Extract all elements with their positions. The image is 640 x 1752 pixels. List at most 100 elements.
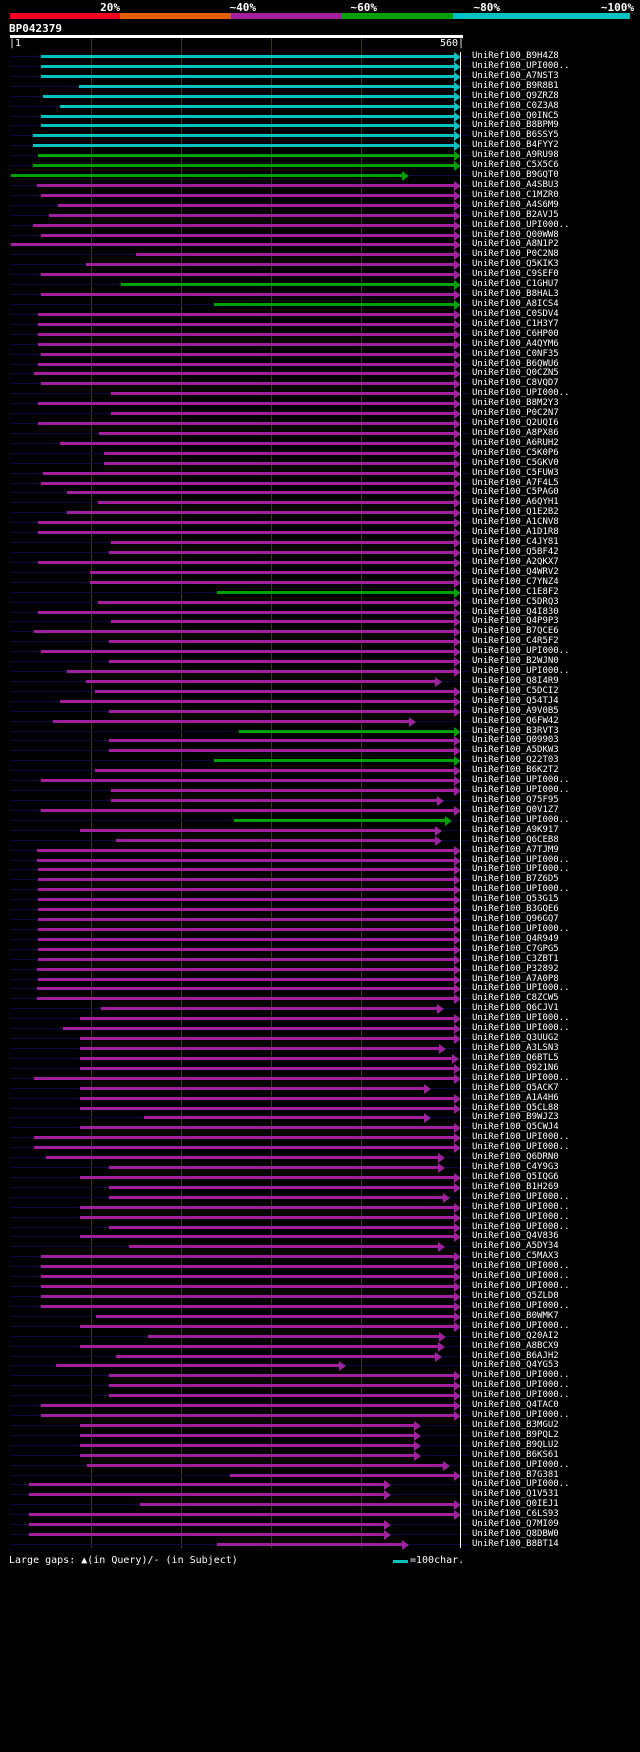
hit-row[interactable]: UniRef100_C8ZCW5 [0, 993, 640, 1005]
alignment-bar[interactable] [55, 1364, 339, 1368]
hit-row[interactable]: UniRef100_Q4WRV2 [0, 567, 640, 578]
hit-label[interactable]: UniRef100_UPI000.. [472, 1281, 570, 1292]
hit-row[interactable]: UniRef100_Q0INC5 [0, 110, 640, 122]
alignment-bar[interactable] [36, 967, 454, 971]
hit-label[interactable]: UniRef100_Q1V531 [472, 1489, 559, 1500]
hit-row[interactable]: UniRef100_Q0CZN5 [0, 368, 640, 380]
alignment-bar[interactable] [32, 164, 454, 168]
alignment-bar[interactable] [94, 769, 454, 773]
hit-row[interactable]: UniRef100_B0WMK7 [0, 1311, 640, 1322]
hit-row[interactable]: UniRef100_B6KS61 [0, 1450, 640, 1461]
hit-row[interactable]: UniRef100_UPI000.. [0, 388, 640, 400]
hit-row[interactable]: UniRef100_A4QYM6 [0, 339, 640, 350]
hit-row[interactable]: UniRef100_UPI000.. [0, 666, 640, 678]
alignment-bar[interactable] [111, 789, 454, 793]
hit-row[interactable]: UniRef100_C1GHU7 [0, 279, 640, 291]
hit-row[interactable]: UniRef100_UPI000.. [0, 1222, 640, 1233]
hit-row[interactable]: UniRef100_B6SSY5 [0, 130, 640, 142]
hit-row[interactable]: UniRef100_B8BPM9 [0, 120, 640, 132]
hit-row[interactable]: UniRef100_C5PAG0 [0, 487, 640, 499]
alignment-bar[interactable] [216, 1543, 403, 1546]
alignment-bar[interactable] [80, 1344, 438, 1348]
alignment-bar[interactable] [36, 858, 454, 862]
alignment-bar[interactable] [111, 620, 454, 624]
hit-label[interactable]: UniRef100_A5DKW3 [472, 745, 559, 756]
hit-label[interactable]: UniRef100_C0NF35 [472, 348, 559, 359]
alignment-bar[interactable] [41, 1255, 454, 1259]
alignment-bar[interactable] [34, 1146, 454, 1150]
hit-row[interactable]: UniRef100_UPI000.. [0, 1013, 640, 1025]
hit-row[interactable]: UniRef100_UPI000.. [0, 785, 640, 797]
alignment-bar[interactable] [38, 332, 454, 336]
hit-row[interactable]: UniRef100_A1A4H6 [0, 1093, 640, 1104]
hit-label[interactable]: UniRef100_C4JY81 [472, 537, 559, 548]
alignment-bar[interactable] [41, 293, 454, 297]
alignment-bar[interactable] [136, 253, 454, 257]
hit-label[interactable]: UniRef100_Q4YG53 [472, 1360, 559, 1371]
alignment-bar[interactable] [104, 461, 454, 465]
alignment-bar[interactable] [36, 997, 454, 1001]
hit-label[interactable]: UniRef100_Q8I4R9 [472, 675, 559, 686]
hit-label[interactable]: UniRef100_UPI000.. [472, 646, 570, 657]
alignment-bar[interactable] [109, 660, 454, 664]
hit-label[interactable]: UniRef100_A7A0P8 [472, 973, 559, 984]
hit-label[interactable]: UniRef100_Q6DRN0 [472, 1152, 559, 1163]
hit-row[interactable]: UniRef100_UPI000.. [0, 1271, 640, 1283]
hit-row[interactable]: UniRef100_A9V0B5 [0, 706, 640, 717]
hit-row[interactable]: UniRef100_B6QWU6 [0, 358, 640, 370]
hit-row[interactable]: UniRef100_Q6BTL5 [0, 1053, 640, 1064]
hit-row[interactable]: UniRef100_Q6CJV1 [0, 1003, 640, 1015]
alignment-bar[interactable] [80, 1205, 454, 1209]
hit-label[interactable]: UniRef100_UPI000.. [472, 785, 570, 796]
hit-row[interactable]: UniRef100_P32892 [0, 964, 640, 975]
hit-label[interactable]: UniRef100_C9SEF0 [472, 269, 559, 280]
alignment-bar[interactable] [213, 759, 454, 763]
hit-row[interactable]: UniRef100_Q96GQ7 [0, 914, 640, 926]
hit-row[interactable]: UniRef100_B6K2T2 [0, 765, 640, 777]
hit-row[interactable]: UniRef100_Q53G15 [0, 894, 640, 906]
hit-row[interactable]: UniRef100_C6HP00 [0, 329, 640, 340]
hit-row[interactable]: UniRef100_Q4I830 [0, 607, 640, 618]
hit-row[interactable]: UniRef100_B7Z6D5 [0, 874, 640, 886]
alignment-bar[interactable] [38, 402, 454, 406]
hit-row[interactable]: UniRef100_Q20AI2 [0, 1331, 640, 1342]
alignment-bar[interactable] [67, 670, 454, 674]
hit-label[interactable]: UniRef100_C8VQD7 [472, 378, 559, 389]
hit-label[interactable]: UniRef100_UPI000.. [472, 1479, 570, 1490]
hit-label[interactable]: UniRef100_C7GPG5 [472, 943, 559, 954]
hit-label[interactable]: UniRef100_C5PAG0 [472, 487, 559, 498]
alignment-bar[interactable] [80, 1106, 454, 1110]
hit-row[interactable]: UniRef100_C4R5F2 [0, 636, 640, 648]
hit-row[interactable]: UniRef100_Q6DRN0 [0, 1152, 640, 1164]
hit-row[interactable]: UniRef100_B9H4Z8 [0, 51, 640, 62]
alignment-bar[interactable] [80, 1056, 452, 1060]
alignment-bar[interactable] [32, 144, 454, 148]
alignment-bar[interactable] [38, 154, 454, 158]
hit-label[interactable]: UniRef100_Q2UQI6 [472, 418, 559, 429]
hit-row[interactable]: UniRef100_Q1V531 [0, 1489, 640, 1501]
alignment-bar[interactable] [59, 104, 454, 108]
hit-label[interactable]: UniRef100_Q0INC5 [472, 110, 559, 121]
alignment-bar[interactable] [111, 541, 454, 545]
hit-label[interactable]: UniRef100_B6QWU6 [472, 358, 559, 369]
alignment-bar[interactable] [109, 709, 454, 713]
alignment-bar[interactable] [38, 927, 454, 931]
alignment-bar[interactable] [41, 124, 454, 128]
hit-label[interactable]: UniRef100_B9PQL2 [472, 1429, 559, 1440]
hit-row[interactable]: UniRef100_A1CNV8 [0, 517, 640, 529]
hit-row[interactable]: UniRef100_UPI000.. [0, 646, 640, 658]
hit-label[interactable]: UniRef100_A2QKX7 [472, 556, 559, 567]
alignment-bar[interactable] [38, 422, 454, 426]
hit-label[interactable]: UniRef100_Q75F95 [472, 795, 559, 805]
hit-label[interactable]: UniRef100_UPI000.. [472, 1261, 570, 1272]
hit-row[interactable]: UniRef100_C4Y9G3 [0, 1162, 640, 1174]
alignment-bar[interactable] [38, 868, 454, 872]
hit-row[interactable]: UniRef100_UPI000.. [0, 815, 640, 826]
hit-row[interactable]: UniRef100_A4SBU3 [0, 180, 640, 191]
hit-row[interactable]: UniRef100_UPI000.. [0, 1073, 640, 1084]
hit-label[interactable]: UniRef100_B3RVT3 [472, 725, 559, 736]
hit-label[interactable]: UniRef100_Q5CL88 [472, 1102, 559, 1113]
hit-label[interactable]: UniRef100_B2AVJ5 [472, 209, 559, 220]
hit-label[interactable]: UniRef100_C4R5F2 [472, 636, 559, 647]
hit-label[interactable]: UniRef100_Q5ACK7 [472, 1082, 559, 1093]
